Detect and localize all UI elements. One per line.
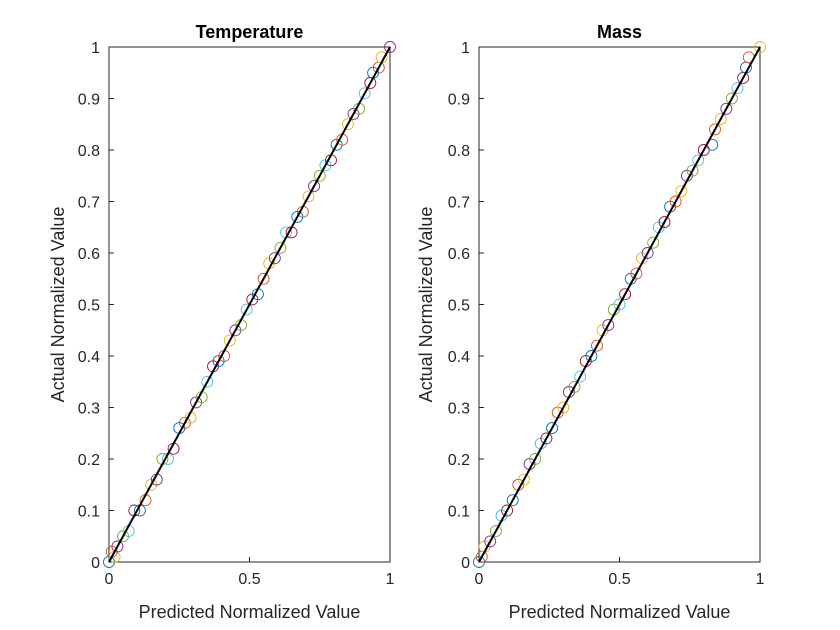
data-point (384, 41, 396, 53)
data-point (720, 102, 733, 115)
y-tick-label: 1 (91, 40, 100, 57)
data-point (669, 195, 682, 208)
x-axis-label: Predicted Normalized Value (509, 602, 731, 622)
data-point (602, 319, 615, 332)
y-axis-label: Actual Normalized Value (48, 207, 68, 403)
y-tick-label: 0.3 (448, 401, 470, 418)
x-tick-label: 1 (756, 571, 765, 588)
data-point (725, 92, 738, 105)
y-tick-label: 0.4 (78, 349, 100, 366)
y-tick-label: 0.6 (448, 246, 470, 263)
x-axis-label: Predicted Normalized Value (139, 602, 361, 622)
y-tick-label: 0.4 (448, 349, 470, 366)
data-point (568, 380, 581, 393)
y-tick-label: 0.5 (78, 298, 100, 315)
data-point (675, 185, 688, 198)
y-tick-marks (109, 46, 114, 563)
x-tick-label: 0.5 (238, 571, 260, 588)
x-tick-labels: 0 0.5 1 (475, 571, 765, 588)
data-point (613, 298, 626, 311)
data-point (697, 144, 710, 156)
x-tick-label: 0 (475, 571, 484, 588)
y-tick-label: 0.9 (78, 92, 100, 109)
data-point (591, 339, 603, 352)
data-point (714, 113, 727, 126)
data-point (619, 288, 632, 301)
chart-title: Mass (597, 22, 642, 42)
y-tick-label: 0.2 (448, 452, 470, 469)
y-tick-label: 0 (461, 555, 470, 572)
mass-subplot: 0 0.5 1 0 0.1 0.2 0.3 0.4 0.5 0.6 0.7 (416, 22, 766, 622)
data-point (302, 190, 315, 203)
data-point (754, 41, 766, 53)
data-point (274, 241, 287, 254)
y-tick-label: 0.1 (78, 504, 100, 521)
y-tick-label: 1 (461, 40, 470, 57)
data-point (557, 401, 570, 414)
data-point (308, 180, 321, 193)
temperature-subplot: 0 0.5 1 0 0.1 0.2 0.3 0.4 0.5 0.6 0.7 (48, 22, 396, 622)
data-point (692, 154, 705, 167)
data-point (686, 164, 699, 177)
chart-title: Temperature (196, 22, 304, 42)
y-tick-label: 0.2 (78, 452, 100, 469)
data-point (540, 432, 553, 445)
y-tick-label: 0.9 (448, 92, 470, 109)
data-point (529, 453, 542, 465)
data-point (658, 216, 671, 229)
x-tick-label: 1 (386, 571, 395, 588)
data-point (501, 504, 514, 517)
x-tick-label: 0.5 (608, 571, 630, 588)
data-point (709, 123, 721, 136)
data-points (103, 41, 396, 568)
data-point (731, 82, 744, 95)
data-point (489, 525, 502, 538)
y-tick-labels: 0 0.1 0.2 0.3 0.4 0.5 0.6 0.7 0.8 0.9 1 (448, 40, 470, 572)
data-point (518, 473, 530, 486)
y-tick-label: 0.8 (78, 143, 100, 160)
data-point (257, 272, 270, 285)
y-tick-label: 0.7 (448, 195, 470, 212)
y-tick-label: 0.8 (448, 143, 470, 160)
data-point (546, 422, 559, 435)
y-axis-label: Actual Normalized Value (416, 207, 436, 403)
data-point (313, 169, 326, 182)
y-tick-label: 0 (91, 555, 100, 572)
y-tick-label: 0.1 (448, 504, 470, 521)
data-point (223, 334, 236, 347)
data-point (240, 303, 253, 316)
data-point (630, 267, 643, 280)
data-points (473, 41, 766, 568)
y-tick-label: 0.3 (78, 401, 100, 418)
data-point (585, 350, 598, 362)
y-tick-label: 0.7 (78, 195, 100, 212)
data-point (111, 540, 124, 553)
data-point (574, 370, 587, 383)
y-tick-label: 0.6 (78, 246, 100, 263)
data-point (506, 494, 519, 507)
data-point (647, 236, 660, 249)
reference-line (108, 46, 391, 563)
data-point (341, 118, 354, 131)
data-point (484, 535, 497, 548)
data-point (358, 87, 371, 100)
y-tick-labels: 0 0.1 0.2 0.3 0.4 0.5 0.6 0.7 0.8 0.9 1 (78, 40, 100, 572)
data-point (268, 252, 281, 265)
reference-line (478, 46, 761, 563)
data-point (641, 247, 654, 259)
y-tick-label: 0.5 (448, 298, 470, 315)
data-point (201, 375, 214, 388)
x-tick-label: 0 (105, 571, 114, 588)
x-tick-labels: 0 0.5 1 (105, 571, 395, 588)
